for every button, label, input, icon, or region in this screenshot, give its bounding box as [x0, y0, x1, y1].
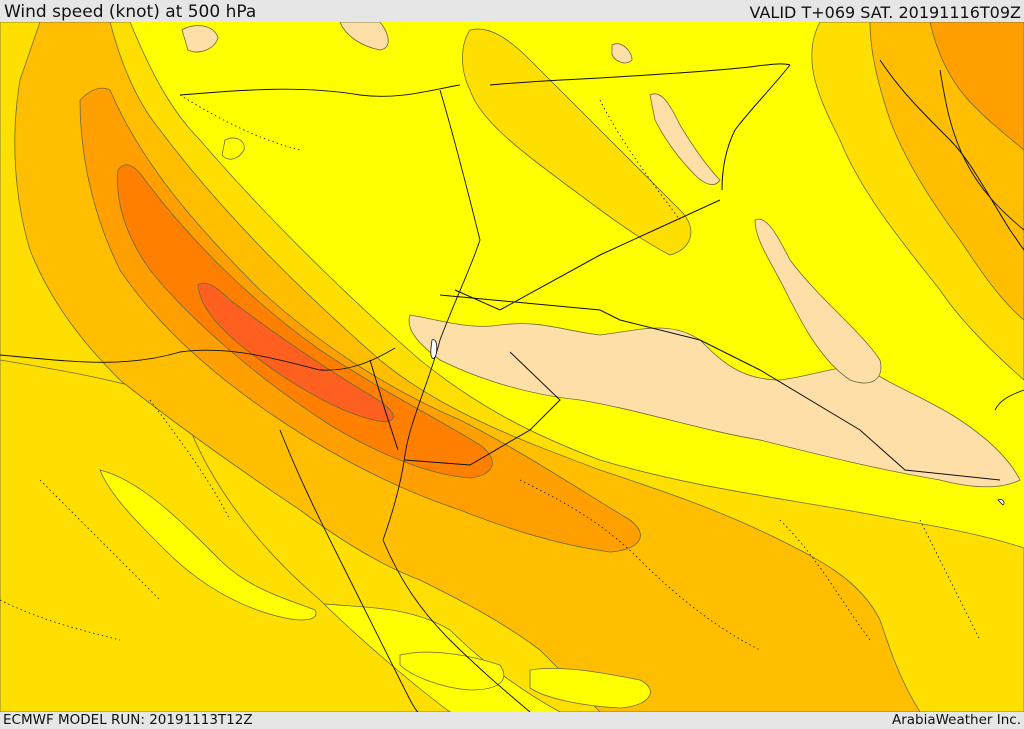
- small-lake: [997, 499, 1005, 506]
- credit-label: ArabiaWeather Inc.: [891, 712, 1021, 728]
- coastline-red-sea-east: [382, 539, 531, 712]
- national-borders: [369, 59, 1024, 481]
- border-syria-iraq: [721, 64, 791, 191]
- border-egypt-israel: [369, 359, 399, 451]
- coastlines: [0, 69, 1024, 712]
- map-footer: ECMWF MODEL RUN: 20191113T12Z ArabiaWeat…: [0, 712, 1024, 729]
- coastline-levant: [382, 89, 481, 541]
- border-iraq-iran: [879, 59, 1024, 251]
- contour-lowest-arabia: [408, 314, 1021, 488]
- map-header: Wind speed (knot) at 500 hPa VALID T+069…: [0, 0, 1024, 22]
- border-jordan-saudi: [439, 294, 1001, 481]
- contour-low-cyprus: [221, 137, 245, 160]
- dead-sea: [430, 339, 438, 359]
- coastline-egypt-north: [0, 347, 396, 371]
- province-borders: [0, 94, 981, 651]
- contour-low-south-1: [399, 651, 505, 691]
- valid-time: VALID T+069 SAT. 20191116T09Z: [749, 3, 1021, 22]
- coastline-gulf: [939, 69, 1024, 231]
- coastline-turkey-south: [179, 84, 461, 97]
- map-title: Wind speed (knot) at 500 hPa: [4, 2, 257, 22]
- contour-low-south-2: [529, 667, 651, 709]
- contour-lowest-syria: [649, 93, 721, 185]
- contour-moderate-south: [0, 359, 451, 712]
- contour-veryhigh-northeast: [929, 22, 1024, 151]
- coastline-red-sea-west: [279, 429, 419, 712]
- model-run: ECMWF MODEL RUN: 20191113T12Z: [3, 712, 253, 728]
- wind-speed-map[interactable]: [0, 22, 1024, 712]
- border-saudi-jordan-2: [404, 351, 561, 466]
- contour-very-high-core: [117, 164, 493, 479]
- contour-lowest-iraq: [754, 218, 882, 384]
- contour-low-egypt: [99, 469, 317, 621]
- contour-moderate-north-streak: [462, 28, 692, 256]
- coastline-persian-gulf: [994, 389, 1024, 411]
- contour-lowest-turkey-2: [339, 22, 389, 51]
- contour-max-core: [197, 282, 394, 423]
- border-jordan-syria: [454, 199, 721, 311]
- contour-lowest-turkey-1: [181, 25, 219, 53]
- contour-lowest-turkey-3: [611, 43, 633, 64]
- contour-elevated-jet: [14, 22, 921, 712]
- border-syria-turkey: [489, 63, 791, 86]
- contour-high-jet: [79, 87, 641, 553]
